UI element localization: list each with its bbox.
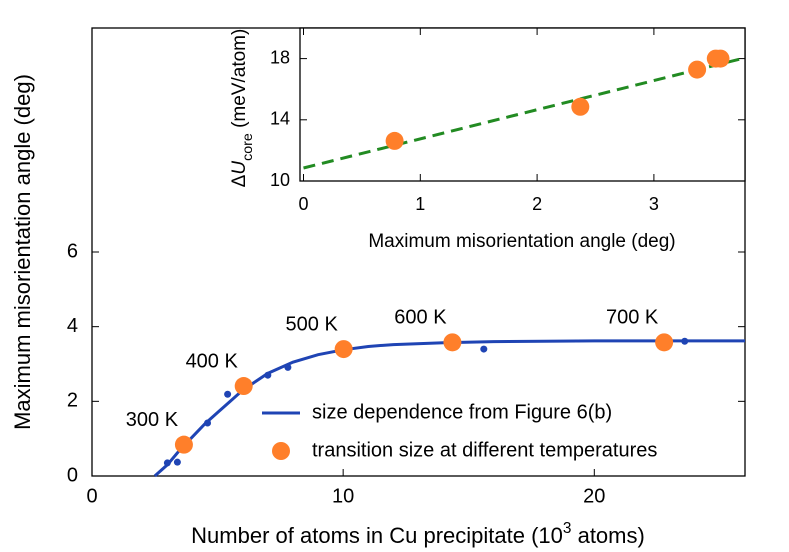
x-axis-label-part: Number of atoms in Cu precipitate (10 (191, 523, 563, 548)
data-point (163, 459, 171, 467)
y-tick-label: 4 (67, 315, 78, 337)
legend-label: size dependence from Figure 6(b) (312, 401, 612, 423)
x-tick-label: 1 (415, 194, 425, 214)
data-point (174, 435, 193, 454)
legend-swatch (272, 442, 290, 460)
x-tick-label: 0 (298, 194, 308, 214)
data-point (443, 333, 462, 352)
annotation: 300 K (126, 409, 179, 431)
data-point (711, 49, 730, 68)
data-point (173, 458, 181, 466)
data-point (655, 333, 674, 352)
y-tick-label: 14 (270, 109, 290, 129)
x-tick-label: 10 (332, 485, 354, 507)
data-point (688, 60, 707, 79)
y-axis-label: ΔUcore (meV/atom) (229, 29, 256, 188)
data-point (385, 131, 404, 150)
x-tick-label: 20 (583, 485, 605, 507)
x-axis-label-part: Maximum misorientation angle (deg) (368, 231, 675, 252)
y-tick-label: 18 (270, 47, 290, 67)
y-axis-label-part: U (229, 161, 250, 175)
y-tick-label: 0 (67, 464, 78, 486)
y-axis-label-part: core (240, 133, 256, 161)
x-tick-label: 0 (86, 485, 97, 507)
annotation: 600 K (394, 307, 447, 329)
x-tick-label: 2 (532, 194, 542, 214)
x-axis-label: Number of atoms in Cu precipitate (103 a… (191, 520, 645, 548)
y-axis-label-part: Δ (229, 174, 250, 187)
data-point (284, 363, 292, 371)
x-tick-label: 3 (649, 194, 659, 214)
annotation: 700 K (606, 307, 659, 329)
y-tick-label: 2 (67, 390, 78, 412)
y-axis-label: Maximum misorientation angle (deg) (10, 74, 35, 430)
data-point (264, 371, 272, 379)
data-point (571, 97, 590, 116)
data-point (334, 340, 353, 359)
data-point (234, 377, 253, 396)
x-axis-label-part: 3 (563, 520, 572, 537)
data-point (224, 390, 232, 398)
x-axis-label-part: atoms) (571, 523, 644, 548)
data-point (204, 419, 212, 427)
plot-1: 0 1 2 3 10 14 18 Maximum misorientation angle (… (229, 27, 746, 252)
y-axis-label-part: (meV/atom) (229, 29, 250, 134)
y-tick-label: 10 (270, 170, 290, 190)
y-tick-label: 6 (67, 240, 78, 262)
data-point (480, 345, 488, 353)
annotation: 500 K (286, 313, 339, 335)
data-point (681, 337, 689, 345)
x-axis-label: Maximum misorientation angle (deg) (368, 231, 675, 252)
legend-label: transition size at different temperature… (312, 439, 657, 461)
annotation: 400 K (186, 350, 239, 372)
plot-area (299, 27, 746, 182)
